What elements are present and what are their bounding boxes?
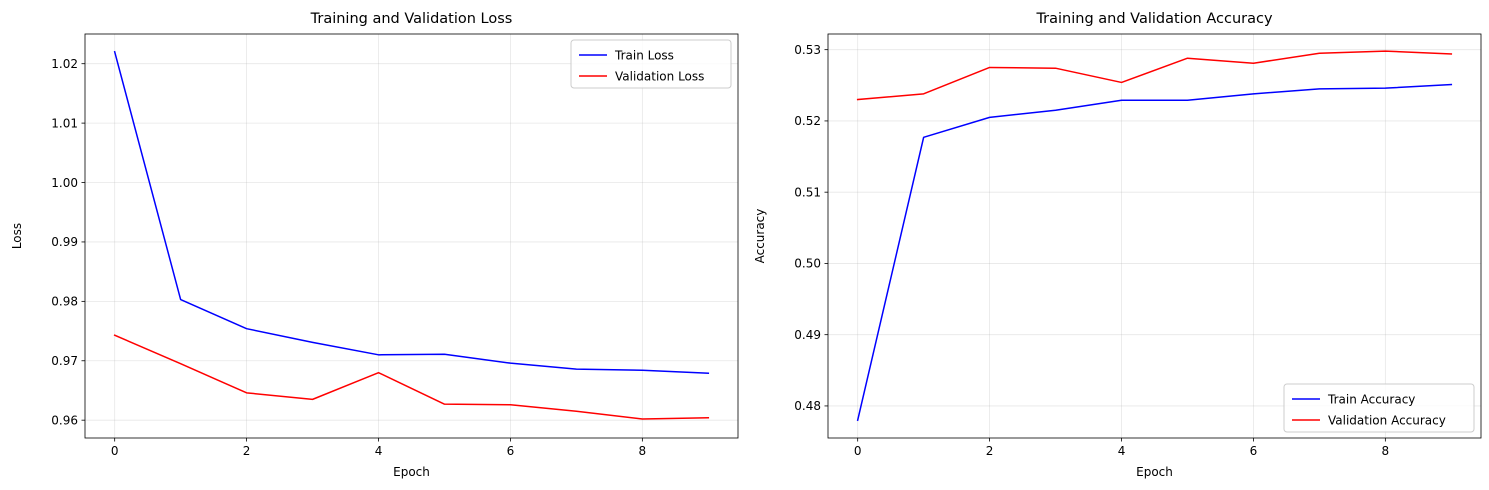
plot-frame: [84, 33, 739, 439]
y-tick-label: 0.96: [51, 413, 78, 427]
y-tick-label: 0.52: [794, 114, 821, 128]
y-tick-label: 0.50: [794, 257, 821, 271]
legend-box: [570, 39, 732, 89]
x-tick-label: 6: [1250, 444, 1258, 458]
x-tick-label: 0: [854, 444, 862, 458]
series-line-validation-accuracy: [856, 50, 1453, 101]
legend-label: Validation Loss: [615, 69, 704, 83]
x-tick-label: 6: [507, 444, 515, 458]
y-tick-label: 0.53: [794, 43, 821, 57]
x-tick-label: 4: [375, 444, 383, 458]
x-tick-label: 8: [639, 444, 647, 458]
legend: Train Loss Validation Loss: [570, 39, 732, 89]
chart-title: Training and Validation Loss: [310, 11, 513, 27]
legend-box: [1283, 383, 1475, 433]
series-line-train-accuracy: [856, 83, 1453, 422]
x-tick-label: 8: [1382, 444, 1390, 458]
x-axis-label: Epoch: [1136, 465, 1173, 479]
legend-label: Train Loss: [614, 48, 674, 62]
x-tick-label: 2: [243, 444, 251, 458]
series-line-train-loss: [113, 50, 710, 375]
x-axis-label: Epoch: [393, 465, 430, 479]
y-tick-label: 0.48: [794, 399, 821, 413]
y-tick-label: 1.00: [51, 176, 78, 190]
x-tick-label: 0: [111, 444, 119, 458]
x-tick-label: 2: [986, 444, 994, 458]
y-tick-label: 0.98: [51, 295, 78, 309]
y-axis-label: Accuracy: [753, 209, 767, 264]
y-tick-label: 1.02: [51, 57, 78, 71]
y-tick-label: 0.49: [794, 328, 821, 342]
legend-label: Train Accuracy: [1327, 392, 1415, 406]
y-tick-label: 0.99: [51, 235, 78, 249]
legend-label: Validation Accuracy: [1328, 413, 1446, 427]
series-line-validation-loss: [113, 334, 710, 420]
y-tick-label: 0.97: [51, 354, 78, 368]
chart-title: Training and Validation Accuracy: [1035, 11, 1273, 27]
y-tick-label: 0.51: [794, 185, 821, 199]
chart-1: 0 2 4 6 8 0.96 0.97 0.98 0.99 1.00 1.01 1.02 Trainin…: [10, 11, 739, 479]
y-tick-label: 1.01: [51, 116, 78, 130]
y-axis-label: Loss: [10, 223, 24, 249]
x-tick-label: 4: [1118, 444, 1126, 458]
chart-2: 0 2 4 6 8 0.48 0.49 0.50 0.51 0.52 0.53 Training an…: [753, 11, 1482, 479]
plot-frame: [827, 33, 1482, 439]
legend: Train Accuracy Validation Accuracy: [1283, 383, 1475, 433]
